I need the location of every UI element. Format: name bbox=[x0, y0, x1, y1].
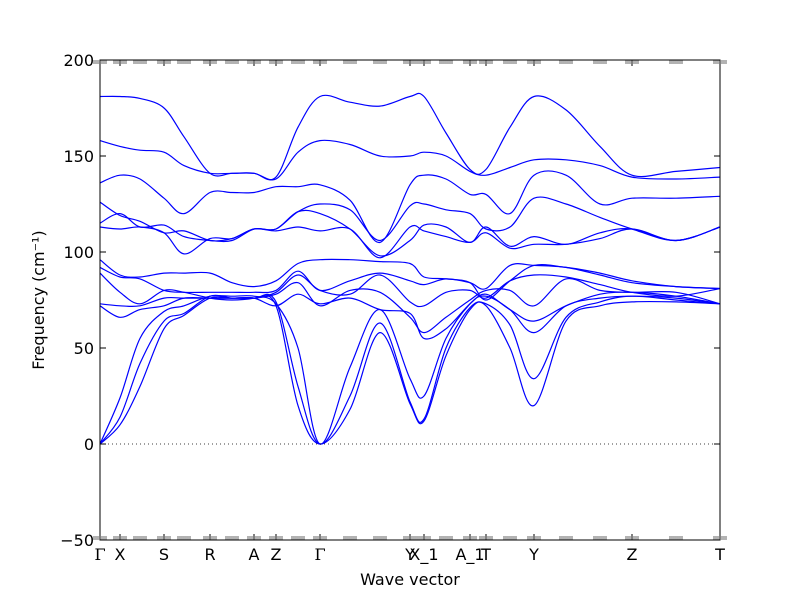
y-axis-title: Frequency (cm⁻¹) bbox=[29, 230, 48, 369]
y-tick-label: 50 bbox=[74, 339, 94, 358]
band-line-6 bbox=[99, 224, 721, 259]
x-tick-label: Y bbox=[404, 545, 415, 564]
band-line-9 bbox=[99, 272, 721, 308]
y-tick-label: 0 bbox=[84, 435, 94, 454]
x-tick-label: Z bbox=[627, 545, 638, 564]
band-line-4 bbox=[99, 196, 721, 242]
x-tick-label: Γ bbox=[94, 545, 105, 564]
band-line-14 bbox=[99, 295, 721, 445]
x-tick-label: A bbox=[249, 545, 260, 564]
x-tick-label: X bbox=[115, 545, 126, 564]
series-layer bbox=[99, 92, 721, 445]
y-tick-label: −50 bbox=[60, 531, 94, 550]
x-axis-title: Wave vector bbox=[360, 570, 460, 589]
y-tick-label: 150 bbox=[63, 147, 94, 166]
x-tick-label: Z bbox=[271, 545, 282, 564]
x-tick-label: R bbox=[204, 545, 215, 564]
y-axis-title-unit: (cm⁻¹) bbox=[29, 230, 48, 282]
x-tick-label: Γ bbox=[314, 545, 325, 564]
band-line-1 bbox=[99, 92, 721, 181]
band-line-12 bbox=[99, 294, 721, 445]
x-tick-label: A_1 bbox=[455, 545, 484, 565]
x-tick-label: T bbox=[480, 545, 491, 564]
y-tick-label: 200 bbox=[63, 51, 94, 70]
x-tick-label: S bbox=[159, 545, 169, 564]
band-line-2 bbox=[99, 139, 721, 181]
x-tick-label: X_1 bbox=[409, 545, 438, 565]
x-tick-label: Y bbox=[528, 545, 539, 564]
band-line-3 bbox=[99, 170, 721, 243]
y-axis-title-text: Frequency bbox=[29, 287, 48, 370]
y-tick-label: 100 bbox=[63, 243, 94, 262]
band-line-13 bbox=[99, 293, 721, 445]
x-tick-label: T bbox=[714, 545, 725, 564]
